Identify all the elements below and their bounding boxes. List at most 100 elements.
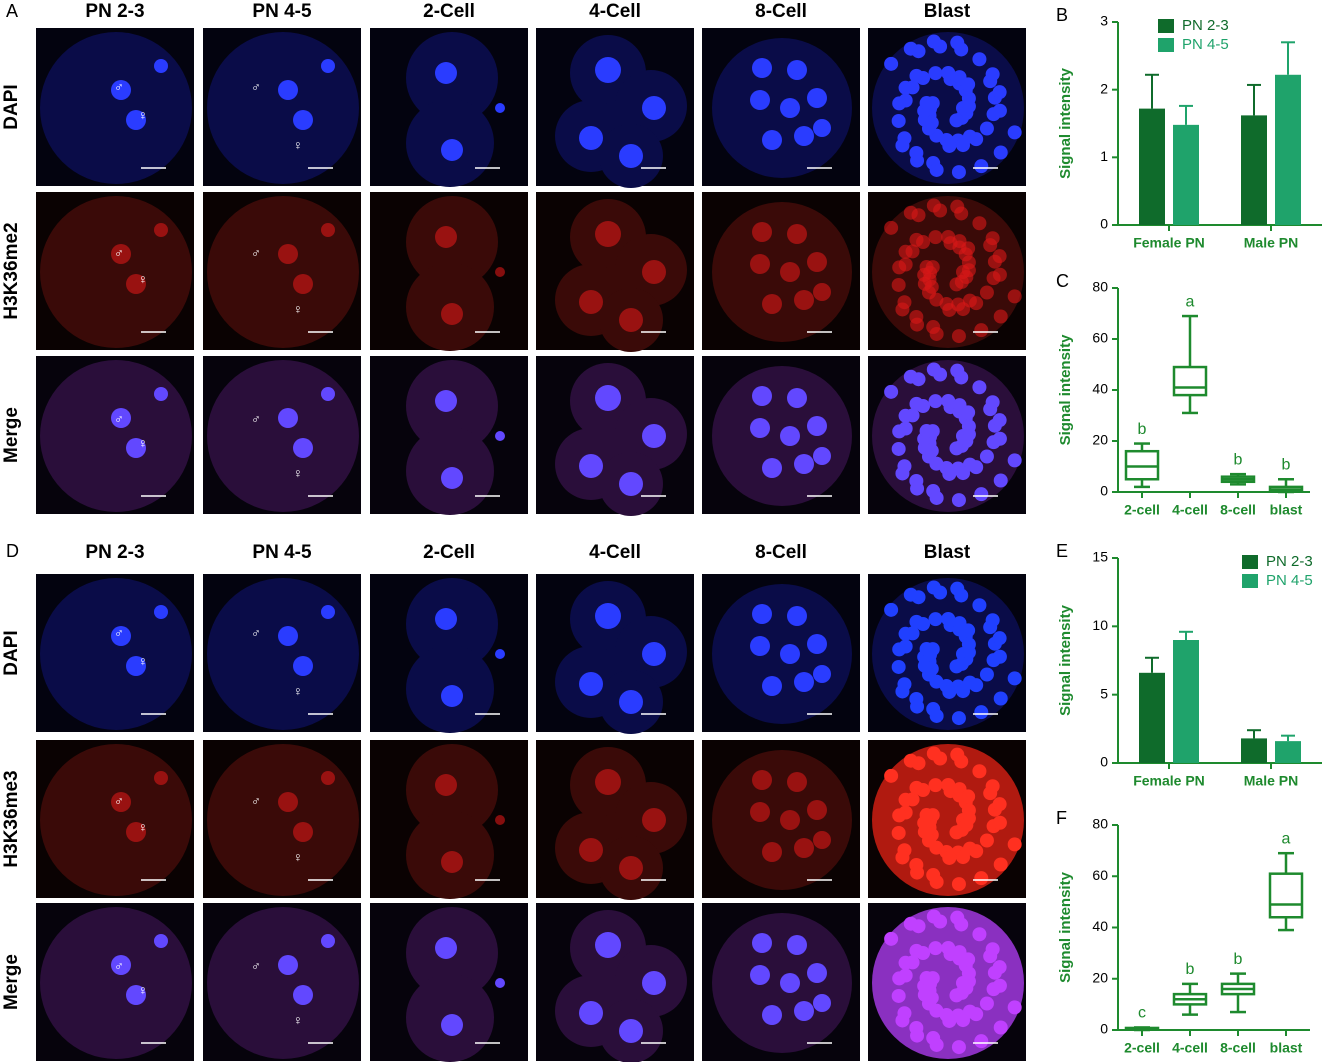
nucleus <box>979 833 994 848</box>
x-tick-label: 2-cell <box>1124 502 1160 518</box>
nucleus <box>807 252 827 272</box>
nucleus <box>884 220 899 235</box>
bar <box>1173 640 1199 763</box>
cell-outline <box>207 32 359 184</box>
nucleus <box>762 294 782 314</box>
nucleus <box>780 98 800 118</box>
nucleus <box>903 753 918 768</box>
nucleus <box>787 935 807 955</box>
nucleus <box>956 850 971 865</box>
nucleus <box>928 66 943 81</box>
nucleus <box>293 438 313 458</box>
nucleus <box>949 113 964 128</box>
nucleus <box>951 493 966 508</box>
nucleus <box>780 644 800 664</box>
nucleus <box>898 244 913 259</box>
nucleus <box>910 699 925 714</box>
column-header: PN 4-5 <box>252 542 312 563</box>
nucleus <box>321 59 335 73</box>
nucleus <box>787 388 807 408</box>
cell-outline <box>872 32 1024 184</box>
nucleus <box>813 831 831 849</box>
nucleus <box>903 41 918 56</box>
nucleus <box>495 649 505 659</box>
nucleus <box>969 1007 984 1022</box>
micrograph <box>868 356 1026 514</box>
nucleus <box>898 80 913 95</box>
nucleus <box>926 909 941 924</box>
nucleus <box>910 865 925 880</box>
micrograph: ♂♀ <box>203 28 361 186</box>
y-axis-label: Signal intensity <box>1057 604 1074 716</box>
nucleus <box>892 971 907 986</box>
nucleus <box>903 587 918 602</box>
nucleus <box>909 396 924 411</box>
micrograph <box>868 903 1026 1061</box>
nucleus <box>619 856 643 880</box>
legend-label: PN 2-3 <box>1182 17 1229 34</box>
nucleus <box>974 1034 989 1049</box>
nucleus <box>126 985 146 1005</box>
nucleus <box>807 963 827 983</box>
nucleus <box>919 808 934 823</box>
micrograph <box>370 574 528 733</box>
y-axis-label: Signal intensity <box>1057 871 1074 983</box>
nucleus <box>949 659 964 674</box>
nucleus <box>910 317 925 332</box>
nucleus <box>892 808 907 823</box>
nucleus <box>762 458 782 478</box>
nucleus <box>979 667 994 682</box>
box <box>1124 449 1160 481</box>
nucleus <box>926 580 941 595</box>
nucleus <box>992 631 1007 646</box>
nucleus <box>111 408 131 428</box>
nucleus <box>807 88 827 108</box>
x-tick-label: Female PN <box>1133 235 1205 251</box>
nucleus <box>919 96 934 111</box>
nucleus <box>619 144 643 168</box>
nucleus <box>293 985 313 1005</box>
nucleus <box>794 290 814 310</box>
nucleus <box>910 1028 925 1043</box>
nucleus <box>750 802 770 822</box>
nucleus <box>884 384 899 399</box>
micrograph <box>702 903 860 1061</box>
y-tick-label: 80 <box>1092 816 1108 832</box>
male-symbol: ♂ <box>114 79 124 94</box>
nucleus <box>972 216 987 231</box>
nucleus <box>949 277 964 292</box>
nucleus <box>941 612 956 627</box>
micrograph: ♂♀ <box>203 356 361 514</box>
x-tick-label: Female PN <box>1133 773 1205 789</box>
nucleus <box>992 797 1007 812</box>
nucleus <box>969 296 984 311</box>
nucleus <box>154 771 168 785</box>
nucleus <box>111 244 131 264</box>
micrograph <box>370 356 528 515</box>
nucleus <box>985 231 1000 246</box>
nucleus <box>898 792 913 807</box>
nucleus <box>752 386 772 406</box>
legend-label: PN 4-5 <box>1266 572 1313 589</box>
nucleus <box>993 473 1008 488</box>
nucleus <box>642 260 666 284</box>
female-symbol: ♀ <box>293 137 303 152</box>
column-header: 4-Cell <box>589 542 641 563</box>
male-symbol: ♂ <box>114 625 124 640</box>
nucleus <box>928 941 943 956</box>
nucleus <box>928 612 943 627</box>
nucleus <box>126 110 146 130</box>
x-tick-label: Male PN <box>1244 235 1298 251</box>
nucleus <box>979 121 994 136</box>
nucleus <box>950 910 965 925</box>
nucleus <box>929 162 944 177</box>
column-header: Blast <box>924 1 971 22</box>
nucleus <box>951 329 966 344</box>
nucleus <box>278 955 298 975</box>
nucleus <box>752 770 772 790</box>
y-axis-label: Signal intensity <box>1057 67 1074 179</box>
nucleus <box>992 978 1007 993</box>
micrograph <box>702 740 860 898</box>
nucleus <box>993 145 1008 160</box>
